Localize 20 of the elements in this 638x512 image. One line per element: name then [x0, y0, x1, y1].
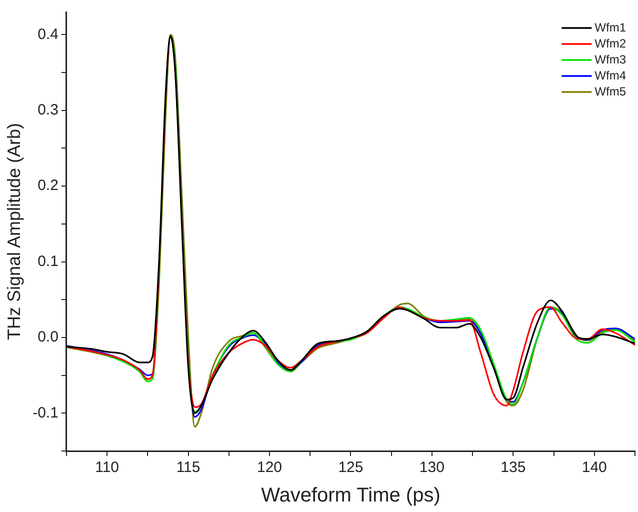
legend-label: Wfm3 — [594, 52, 626, 66]
x-tick-label: 115 — [176, 459, 200, 476]
y-tick-label: -0.1 — [32, 404, 58, 422]
y-axis-title: THz Signal Amplitude (Arb) — [4, 122, 24, 340]
x-tick-label: 130 — [419, 459, 444, 476]
y-tick-label: 0.4 — [38, 26, 58, 43]
legend-label: Wfm5 — [594, 84, 626, 98]
x-axis-title: Waveform Time (ps) — [261, 484, 440, 507]
x-tick-label: 140 — [582, 459, 607, 476]
legend-label: Wfm4 — [594, 68, 626, 82]
x-tick-label: 110 — [95, 459, 120, 476]
x-tick-label: 120 — [256, 459, 282, 476]
legend-label: Wfm2 — [594, 36, 626, 50]
y-tick-label: 0.1 — [38, 252, 58, 270]
y-tick-label: 0.0 — [38, 328, 58, 346]
x-tick-label: 125 — [338, 459, 364, 476]
y-tick-label: 0.2 — [38, 177, 58, 194]
legend-label: Wfm1 — [594, 20, 626, 34]
y-tick-label: 0.3 — [38, 102, 58, 119]
x-tick-label: 135 — [500, 459, 526, 476]
